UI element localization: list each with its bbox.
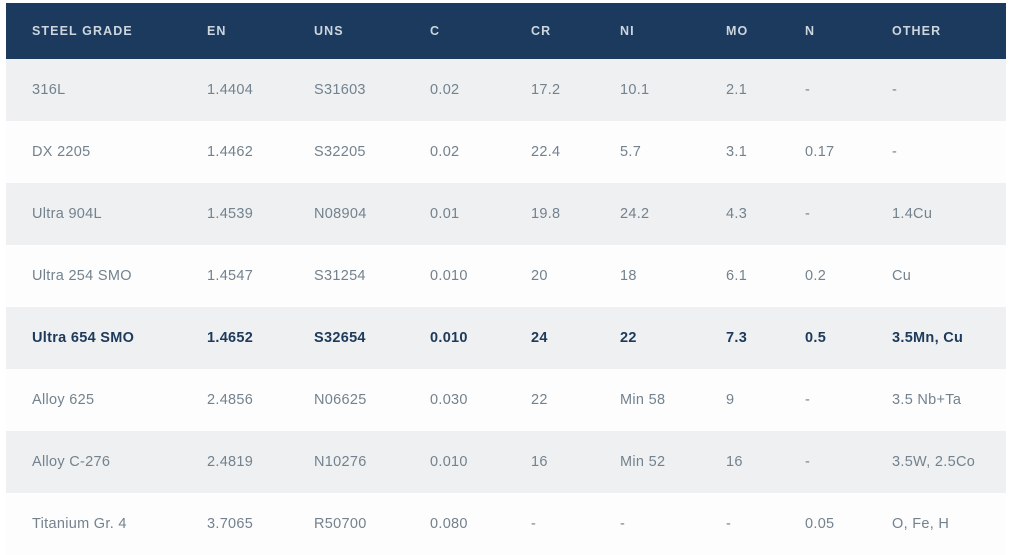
cell-uns: R50700 xyxy=(314,516,367,532)
cell-c: 0.010 xyxy=(430,268,468,284)
cell-en: 1.4652 xyxy=(207,330,254,346)
column-header-en: EN xyxy=(207,24,227,38)
cell-grade: Ultra 654 SMO xyxy=(32,330,135,346)
cell-cr: 19.8 xyxy=(531,206,561,222)
column-header-other: OTHER xyxy=(892,24,942,38)
column-header-c: C xyxy=(430,24,441,38)
column-header-ni: NI xyxy=(620,24,635,38)
cell-en: 1.4539 xyxy=(207,206,254,222)
steel-grade-table-container: STEEL GRADE EN UNS C CR NI MO N OTHER 316L 1.4404… xyxy=(6,3,1006,555)
cell-n: 0.05 xyxy=(805,516,835,532)
cell-uns: N06625 xyxy=(314,392,367,408)
cell-en: 2.4819 xyxy=(207,454,254,470)
cell-uns: S31254 xyxy=(314,268,366,284)
steel-grade-table: STEEL GRADE EN UNS C CR NI MO N OTHER 316L 1.4404… xyxy=(6,3,1006,555)
cell-grade: Alloy 625 xyxy=(32,392,95,408)
cell-other: 3.5Mn, Cu xyxy=(892,330,964,346)
cell-grade: Alloy C-276 xyxy=(32,454,111,470)
cell-ni: Min 52 xyxy=(620,454,666,470)
cell-c: 0.02 xyxy=(430,82,460,98)
cell-n: - xyxy=(805,454,811,470)
table-row: 316L 1.4404 S31603 0.02 17.2 10.1 2.1 - - xyxy=(6,59,1006,121)
cell-uns: S31603 xyxy=(314,82,366,98)
cell-cr: 16 xyxy=(531,454,548,470)
cell-c: 0.030 xyxy=(430,392,468,408)
cell-n: 0.5 xyxy=(805,330,827,346)
cell-mo: 6.1 xyxy=(726,268,748,284)
cell-other: - xyxy=(892,144,898,160)
table-row: Titanium Gr. 4 3.7065 R50700 0.080 - - - 0.05 O,… xyxy=(6,493,1006,555)
column-header-n: N xyxy=(805,24,816,38)
cell-ni: 5.7 xyxy=(620,144,642,160)
cell-en: 3.7065 xyxy=(207,516,254,532)
cell-grade: 316L xyxy=(32,82,66,98)
cell-c: 0.080 xyxy=(430,516,468,532)
cell-ni: 24.2 xyxy=(620,206,650,222)
cell-other: Cu xyxy=(892,268,912,284)
cell-cr: 22.4 xyxy=(531,144,561,160)
cell-ni: 22 xyxy=(620,330,637,346)
cell-mo: 7.3 xyxy=(726,330,748,346)
cell-uns: S32654 xyxy=(314,330,366,346)
column-header-uns: UNS xyxy=(314,24,344,38)
cell-n: 0.2 xyxy=(805,268,827,284)
cell-mo: 3.1 xyxy=(726,144,748,160)
cell-mo: - xyxy=(726,516,732,532)
cell-c: 0.010 xyxy=(430,454,468,470)
cell-uns: N08904 xyxy=(314,206,367,222)
cell-mo: 4.3 xyxy=(726,206,748,222)
cell-cr: 24 xyxy=(531,330,548,346)
table-row: Ultra 254 SMO 1.4547 S31254 0.010 20 18 6.1 0.2… xyxy=(6,245,1006,307)
cell-n: 0.17 xyxy=(805,144,835,160)
cell-other: 3.5 Nb+Ta xyxy=(892,392,962,408)
cell-other: 1.4Cu xyxy=(892,206,933,222)
column-header-mo: MO xyxy=(726,24,749,38)
table-row: Alloy C-276 2.4819 N10276 0.010 16 Min 52 16 - 3… xyxy=(6,431,1006,493)
cell-cr: 17.2 xyxy=(531,82,561,98)
cell-en: 2.4856 xyxy=(207,392,254,408)
cell-n: - xyxy=(805,206,811,222)
cell-ni: Min 58 xyxy=(620,392,666,408)
column-header-grade: STEEL GRADE xyxy=(32,24,133,38)
table-row: Ultra 904L 1.4539 N08904 0.01 19.8 24.2 4.3 - 1.… xyxy=(6,183,1006,245)
cell-cr: 22 xyxy=(531,392,548,408)
cell-other: 3.5W, 2.5Co xyxy=(892,454,976,470)
cell-grade: DX 2205 xyxy=(32,144,91,160)
cell-c: 0.010 xyxy=(430,330,468,346)
cell-c: 0.02 xyxy=(430,144,460,160)
cell-uns: N10276 xyxy=(314,454,367,470)
cell-ni: 10.1 xyxy=(620,82,650,98)
cell-en: 1.4462 xyxy=(207,144,254,160)
table-row: DX 2205 1.4462 S32205 0.02 22.4 5.7 3.1 0.17 - xyxy=(6,121,1006,183)
table-row: Alloy 625 2.4856 N06625 0.030 22 Min 58 9 - 3.5 … xyxy=(6,369,1006,431)
cell-grade: Ultra 254 SMO xyxy=(32,268,132,284)
cell-mo: 2.1 xyxy=(726,82,748,98)
cell-grade: Titanium Gr. 4 xyxy=(32,516,127,532)
cell-n: - xyxy=(805,82,811,98)
cell-other: - xyxy=(892,82,898,98)
cell-cr: 20 xyxy=(531,268,548,284)
cell-ni: - xyxy=(620,516,626,532)
cell-mo: 9 xyxy=(726,392,735,408)
column-header-cr: CR xyxy=(531,24,552,38)
table-header-row: STEEL GRADE EN UNS C CR NI MO N OTHER xyxy=(6,3,1006,59)
cell-ni: 18 xyxy=(620,268,637,284)
cell-mo: 16 xyxy=(726,454,743,470)
cell-other: O, Fe, H xyxy=(892,516,950,532)
cell-uns: S32205 xyxy=(314,144,366,160)
cell-n: - xyxy=(805,392,811,408)
cell-cr: - xyxy=(531,516,537,532)
table-row: Ultra 654 SMO 1.4652 S32654 0.010 24 22 7.3 0.5… xyxy=(6,307,1006,369)
cell-en: 1.4404 xyxy=(207,82,254,98)
cell-grade: Ultra 904L xyxy=(32,206,102,222)
cell-en: 1.4547 xyxy=(207,268,254,284)
cell-c: 0.01 xyxy=(430,206,460,222)
